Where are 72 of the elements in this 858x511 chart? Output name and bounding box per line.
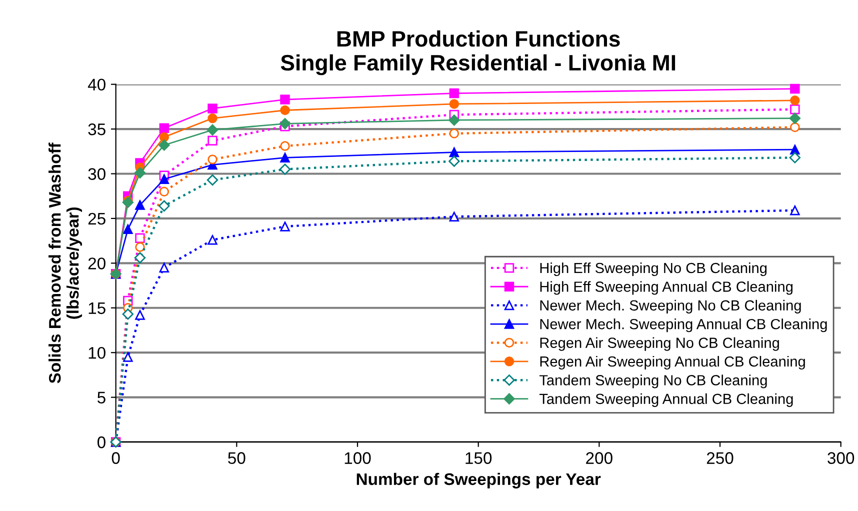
x-tick-label: 0 [112, 452, 120, 464]
x-tick-label: 300 [828, 452, 854, 464]
legend-label: Tandem Sweeping Annual CB Cleaning [539, 393, 793, 407]
legend-label: Regen Air Sweeping Annual CB Cleaning [540, 356, 805, 370]
point [789, 152, 801, 164]
point [123, 352, 133, 362]
y-tick-label: 25 [88, 212, 106, 225]
y-tick-label: 5 [98, 392, 106, 404]
point [159, 132, 170, 142]
y-tick-label: 30 [88, 168, 106, 180]
point [159, 174, 170, 184]
point [280, 94, 290, 104]
point [135, 242, 145, 252]
point [135, 233, 145, 243]
point [208, 235, 218, 245]
x-tick-label: 100 [344, 452, 371, 464]
point [134, 167, 146, 178]
chart-title: BMP Production Functions Single Family Residential - Livonia MI [280, 30, 676, 76]
point [449, 99, 460, 109]
point [208, 104, 218, 114]
point [135, 200, 145, 210]
y-tick-label: 15 [88, 302, 106, 314]
point [280, 141, 290, 151]
point [208, 113, 218, 124]
point [449, 88, 460, 98]
point [158, 200, 170, 212]
point [158, 140, 170, 151]
y-tick-label: 10 [88, 346, 106, 359]
point [790, 84, 800, 94]
point [122, 308, 134, 320]
y-tick-label: 20 [88, 258, 106, 270]
point [790, 104, 800, 114]
legend-label: High Eff Sweeping Annual CB Cleaning [540, 281, 793, 295]
x-axis-title: Number of Sweepings per Year [356, 472, 601, 488]
y-tick-label: 0 [97, 436, 106, 448]
point [206, 174, 218, 186]
point [449, 212, 460, 222]
point [790, 122, 800, 132]
x-tick-label: 200 [586, 452, 612, 464]
point [280, 222, 290, 232]
legend-label: Newer Mech. Sweeping No CB Cleaning [540, 300, 801, 314]
point [159, 186, 170, 196]
point [135, 310, 145, 320]
y-axis-title: Solids Removed from Washoff (lbs/acre/year) [48, 142, 82, 384]
point [280, 152, 290, 163]
point [206, 124, 218, 136]
point [208, 136, 218, 146]
point [279, 164, 291, 175]
point [159, 262, 170, 272]
legend-label: Newer Mech. Sweeping Annual CB Cleaning [540, 318, 827, 332]
y-tick-label: 40 [88, 78, 106, 91]
point [448, 114, 460, 126]
point [279, 118, 291, 130]
x-tick-label: 250 [706, 452, 734, 464]
x-tick-label: 50 [228, 452, 246, 464]
legend-label: Regen Air Sweeping No CB Cleaning [540, 337, 779, 351]
y-tick-label: 35 [88, 123, 106, 136]
legend-label: High Eff Sweeping No CB Cleaning [540, 262, 767, 276]
point [280, 105, 290, 116]
point [208, 154, 218, 164]
x-tick-label: 150 [466, 452, 492, 464]
point [134, 252, 146, 264]
point [449, 128, 460, 138]
point [159, 123, 170, 133]
point [790, 96, 800, 106]
point [122, 196, 134, 208]
point [123, 224, 133, 234]
point [448, 156, 460, 167]
point [790, 206, 800, 216]
point [789, 112, 801, 124]
legend-label: Tandem Sweeping No CB Cleaning [539, 374, 767, 388]
point [449, 147, 460, 158]
